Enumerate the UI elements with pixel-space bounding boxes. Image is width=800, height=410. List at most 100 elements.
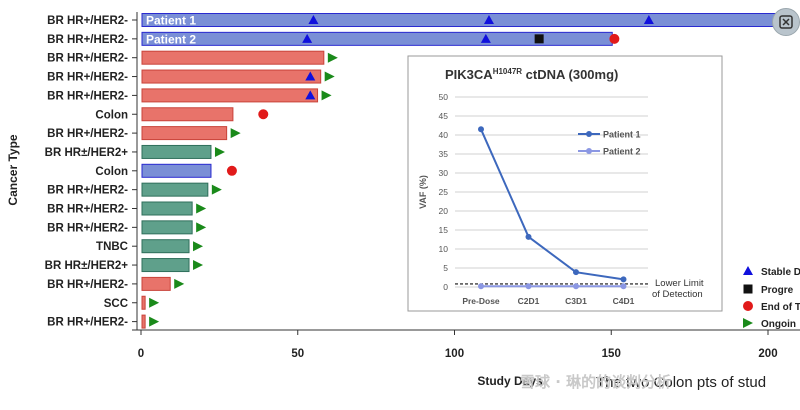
duration-bar bbox=[141, 163, 212, 178]
legend-end-label: End of T bbox=[761, 302, 800, 313]
inset-data-point bbox=[525, 283, 532, 290]
duration-bar bbox=[141, 107, 234, 122]
row-label: BR HR+/HER2- bbox=[47, 72, 128, 84]
inset-y-tick-label: 30 bbox=[439, 168, 449, 178]
legend-end-marker bbox=[743, 301, 753, 311]
stable-disease-marker bbox=[308, 15, 319, 24]
end-of-treatment-marker bbox=[258, 109, 269, 120]
inset-y-tick-label: 0 bbox=[443, 282, 448, 292]
ongoing-arrow bbox=[193, 241, 204, 252]
end-of-treatment-marker bbox=[226, 165, 237, 176]
row-label: TNBC bbox=[96, 241, 128, 253]
stable-disease-marker bbox=[305, 90, 316, 100]
ongoing-arrow bbox=[196, 203, 207, 214]
duration-bar bbox=[141, 258, 190, 273]
inset-y-tick-label: 50 bbox=[439, 92, 449, 102]
close-button[interactable] bbox=[772, 8, 800, 36]
close-icon bbox=[779, 15, 793, 29]
legend-stable-marker bbox=[743, 266, 753, 275]
x-tick-label: 100 bbox=[445, 348, 464, 360]
progression-marker bbox=[534, 34, 544, 44]
inset-series-line bbox=[480, 128, 624, 281]
row-label: BR HR+/HER2- bbox=[47, 185, 128, 197]
duration-bar bbox=[141, 220, 193, 235]
legend-progression-label: Progre bbox=[761, 285, 794, 296]
inset-y-tick-label: 40 bbox=[439, 130, 449, 140]
inset-data-point bbox=[525, 233, 532, 240]
ongoing-arrow bbox=[324, 71, 335, 82]
ongoing-arrow bbox=[149, 297, 160, 308]
duration-bar bbox=[141, 295, 146, 310]
x-tick-label: 50 bbox=[291, 348, 304, 360]
inset-data-point bbox=[573, 283, 579, 290]
inset-data-point bbox=[573, 269, 579, 276]
watermark-text: 雪球 · 琳的的谈判分析 bbox=[520, 373, 671, 391]
row-label: BR HR+/HER2- bbox=[47, 204, 128, 216]
inset-data-point bbox=[620, 283, 627, 290]
ongoing-arrow bbox=[321, 90, 332, 101]
ongoing-arrow bbox=[214, 146, 225, 157]
inset-data-point bbox=[478, 283, 484, 290]
inset-legend-dot bbox=[586, 131, 592, 137]
duration-bar bbox=[141, 201, 193, 216]
stable-disease-marker bbox=[305, 71, 316, 81]
legend-ongoing-marker bbox=[743, 318, 753, 328]
stable-disease-marker bbox=[480, 33, 491, 43]
row-label: SCC bbox=[104, 298, 128, 310]
patient-tag: Patient 1 bbox=[146, 14, 196, 28]
ongoing-arrow bbox=[174, 278, 185, 289]
stable-disease-marker bbox=[483, 15, 494, 24]
inset-data-point bbox=[620, 276, 627, 283]
ongoing-arrow bbox=[211, 184, 222, 195]
end-of-treatment-marker bbox=[609, 33, 620, 44]
duration-bar bbox=[141, 126, 228, 141]
footer-overlay-text: The two Colon pts of stud bbox=[596, 374, 766, 391]
inset-legend-label: Patient 1 bbox=[603, 130, 641, 140]
duration-bar bbox=[141, 276, 171, 291]
stable-disease-marker bbox=[302, 33, 313, 43]
inset-x-tick-label: Pre-Dose bbox=[462, 296, 500, 306]
row-label: BR HR+/HER2- bbox=[47, 90, 128, 102]
inset-legend-dot bbox=[586, 148, 592, 154]
stable-disease-marker bbox=[643, 15, 654, 24]
inset-x-tick-label: C4D1 bbox=[613, 296, 635, 306]
inset-title: PIK3CAH1047R ctDNA (300mg) bbox=[445, 67, 618, 82]
inset-y-tick-label: 25 bbox=[439, 187, 449, 197]
row-label: Colon bbox=[95, 109, 128, 121]
ongoing-arrow bbox=[196, 222, 207, 233]
duration-bar bbox=[141, 144, 212, 159]
inset-frame bbox=[407, 55, 723, 312]
inset-y-tick-label: 10 bbox=[439, 244, 449, 254]
ongoing-arrow bbox=[230, 128, 241, 139]
ongoing-arrow bbox=[327, 52, 338, 63]
lod-label-line2: of Detection bbox=[652, 289, 703, 300]
inset-y-tick-label: 45 bbox=[439, 111, 449, 121]
duration-bar bbox=[141, 50, 325, 65]
inset-x-tick-label: C2D1 bbox=[518, 296, 540, 306]
inset-y-axis-title: VAF (%) bbox=[418, 175, 428, 209]
lod-label-line1: Lower Limit bbox=[655, 278, 704, 289]
row-label: BR HR+/HER2- bbox=[47, 128, 128, 140]
ongoing-arrow bbox=[193, 260, 204, 271]
legend-stable-label: Stable D bbox=[761, 267, 800, 278]
row-label: BR HR+/HER2- bbox=[47, 279, 128, 291]
row-label: Colon bbox=[95, 166, 128, 178]
x-tick-label: 0 bbox=[138, 348, 144, 360]
inset-y-tick-label: 35 bbox=[439, 149, 449, 159]
inset-x-tick-label: C3D1 bbox=[565, 296, 587, 306]
duration-bar bbox=[141, 88, 319, 103]
legend-ongoing-label: Ongoin bbox=[761, 319, 796, 330]
ongoing-arrow bbox=[149, 316, 160, 327]
y-axis-title: Cancer Type bbox=[6, 134, 20, 205]
row-label: BR HR+/HER2- bbox=[47, 222, 128, 234]
row-label: BR HR±/HER2+ bbox=[45, 147, 129, 159]
x-tick-label: 150 bbox=[602, 348, 621, 360]
row-label: BR HR+/HER2- bbox=[47, 15, 128, 27]
inset-legend-label: Patient 2 bbox=[603, 147, 641, 157]
legend-progression-marker bbox=[743, 284, 753, 294]
row-label: BR HR+/HER2- bbox=[47, 53, 128, 65]
inset-chart: PIK3CAH1047R ctDNA (300mg) 0 5 10 15 20 25 30 3… bbox=[407, 55, 723, 312]
x-tick-label: 200 bbox=[758, 348, 777, 360]
row-label: BR HR±/HER2+ bbox=[45, 260, 129, 272]
